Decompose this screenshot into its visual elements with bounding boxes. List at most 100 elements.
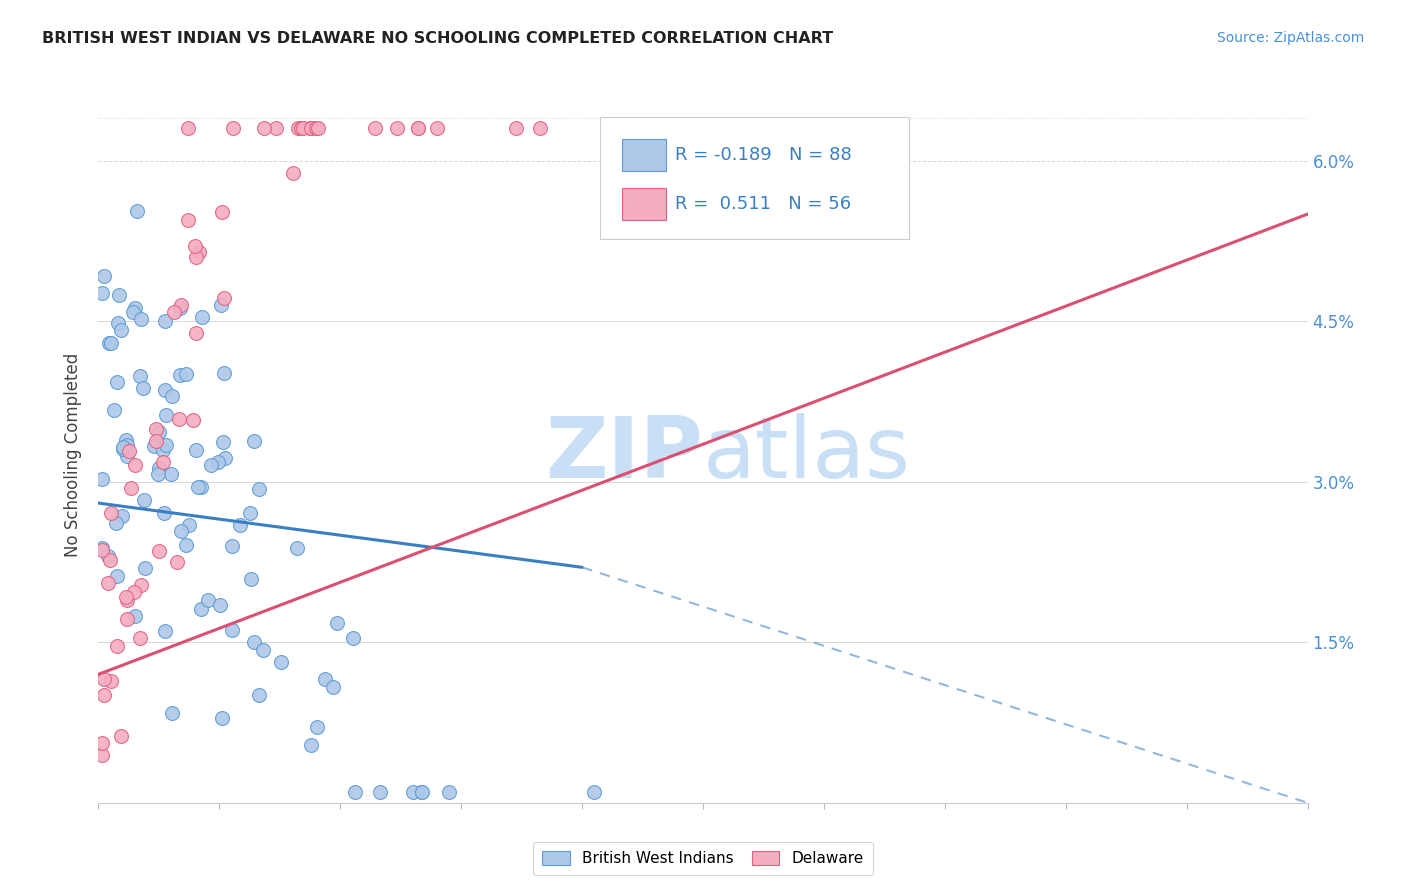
Point (152, 442, 174, 457)
Point (305, 121, 328, 136)
Point (91, 285, 114, 300)
Point (155, 438, 177, 452)
Point (211, 205, 233, 219)
Point (169, 368, 191, 383)
Point (115, 592, 138, 607)
Point (190, 310, 212, 324)
Point (290, 121, 312, 136)
Point (132, 381, 155, 395)
Point (148, 425, 170, 439)
Point (121, 305, 143, 319)
Point (169, 301, 191, 315)
Point (247, 482, 270, 496)
Point (100, 673, 122, 688)
Point (129, 311, 152, 326)
Point (134, 493, 156, 508)
Point (214, 366, 236, 380)
Point (153, 506, 176, 520)
Point (252, 643, 274, 657)
Point (115, 437, 138, 451)
Point (209, 298, 232, 312)
Point (214, 450, 236, 465)
Point (411, 785, 433, 799)
Point (426, 121, 449, 136)
Point (110, 323, 132, 337)
Point (105, 639, 128, 653)
Point (652, 121, 675, 136)
Point (200, 458, 222, 472)
Point (184, 250, 207, 264)
Point (305, 720, 328, 734)
Point (239, 572, 262, 586)
Point (197, 593, 219, 607)
Point (342, 631, 364, 645)
Point (148, 543, 170, 558)
Point (91, 542, 114, 557)
Point (188, 245, 211, 260)
Point (93, 689, 115, 703)
Point (129, 578, 152, 592)
Point (298, 121, 321, 136)
Point (411, 785, 433, 799)
Point (98, 335, 121, 350)
Point (120, 481, 142, 495)
Text: Source: ZipAtlas.com: Source: ZipAtlas.com (1216, 31, 1364, 45)
Point (207, 455, 229, 469)
Point (177, 121, 200, 136)
Text: BRITISH WEST INDIAN VS DELAWARE NO SCHOOLING COMPLETED CORRELATION CHART: BRITISH WEST INDIAN VS DELAWARE NO SCHOO… (42, 31, 834, 46)
Point (385, 121, 408, 136)
Point (270, 655, 292, 669)
Point (134, 561, 156, 575)
Point (111, 508, 134, 523)
Point (155, 408, 177, 422)
Point (166, 555, 188, 569)
Point (247, 688, 270, 702)
Point (117, 449, 139, 463)
Point (221, 623, 243, 637)
FancyBboxPatch shape (600, 118, 908, 239)
FancyBboxPatch shape (621, 187, 665, 219)
Point (169, 411, 191, 425)
Point (179, 517, 201, 532)
Point (152, 455, 174, 469)
Point (314, 672, 336, 686)
Point (243, 434, 266, 449)
Text: R = -0.189   N = 88: R = -0.189 N = 88 (675, 146, 852, 164)
Point (97, 576, 120, 591)
Point (105, 569, 128, 583)
Point (253, 121, 276, 136)
Point (283, 166, 305, 180)
Point (322, 681, 344, 695)
Point (287, 121, 309, 136)
Point (211, 711, 233, 725)
Point (190, 602, 212, 616)
Point (190, 480, 212, 494)
Point (107, 316, 129, 330)
Point (437, 785, 460, 799)
Point (145, 434, 167, 449)
Point (114, 433, 136, 447)
Point (299, 738, 322, 752)
Point (402, 785, 425, 799)
Point (148, 461, 170, 475)
Point (184, 239, 207, 253)
Point (125, 203, 148, 218)
Point (307, 121, 329, 136)
Text: atlas: atlas (703, 413, 911, 497)
Point (186, 326, 208, 340)
Text: R =  0.511   N = 56: R = 0.511 N = 56 (675, 194, 851, 213)
Point (115, 591, 138, 605)
Point (159, 467, 181, 482)
Point (299, 121, 322, 136)
Point (124, 458, 146, 472)
Point (174, 538, 197, 552)
Point (145, 422, 167, 436)
Point (364, 121, 387, 136)
Point (287, 541, 309, 555)
Point (122, 585, 145, 599)
Point (146, 467, 169, 482)
Point (212, 291, 235, 305)
Point (105, 516, 128, 530)
Point (208, 599, 231, 613)
Point (170, 524, 193, 539)
